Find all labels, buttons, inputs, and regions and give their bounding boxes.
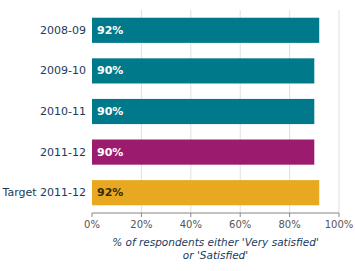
category-label: 2009-10 [40, 64, 86, 77]
data-label: 90% [97, 146, 123, 159]
category-label: 2008-09 [40, 24, 86, 37]
x-axis-label: % of respondents either 'Very satisfied'… [112, 236, 319, 261]
tick-mark [289, 213, 290, 217]
bar [92, 180, 319, 205]
data-label: 92% [97, 186, 123, 199]
grid-line [339, 10, 340, 213]
data-label: 90% [97, 105, 123, 118]
tick-label: 40% [180, 219, 202, 230]
tick-mark [339, 213, 340, 217]
tick-mark [92, 213, 93, 217]
bars [92, 18, 319, 206]
tick-label: 60% [229, 219, 251, 230]
tick-label: 100% [325, 219, 354, 230]
labels: 2008-09 92% 2009-10 90% 2010-11 90% 2011-12 90%… [2, 24, 124, 199]
tick-label: 0% [84, 219, 100, 230]
tick-mark [240, 213, 241, 217]
x-axis-label-line: % of respondents either 'Very satisfied' [112, 236, 319, 248]
chart: 0%20%40%60%80%100%2008-0992%2009-1090%20… [0, 0, 355, 271]
data-label: 90% [97, 64, 123, 77]
tick-mark [141, 213, 142, 217]
bar [92, 18, 319, 43]
x-axis-label-line: or 'Satisfied' [183, 249, 248, 261]
x-axis: 0% 20% 40% 60% 80% 100% [84, 213, 353, 230]
category-label: Target 2011-12 [2, 186, 87, 199]
bar [92, 99, 314, 124]
bar [92, 58, 314, 83]
tick-mark [190, 213, 191, 217]
tick-label: 20% [130, 219, 152, 230]
data-label: 92% [97, 24, 123, 37]
category-label: 2011-12 [40, 146, 86, 159]
tick-label: 80% [278, 219, 300, 230]
bar [92, 140, 314, 165]
axis-line [92, 213, 339, 214]
category-label: 2010-11 [40, 105, 86, 118]
